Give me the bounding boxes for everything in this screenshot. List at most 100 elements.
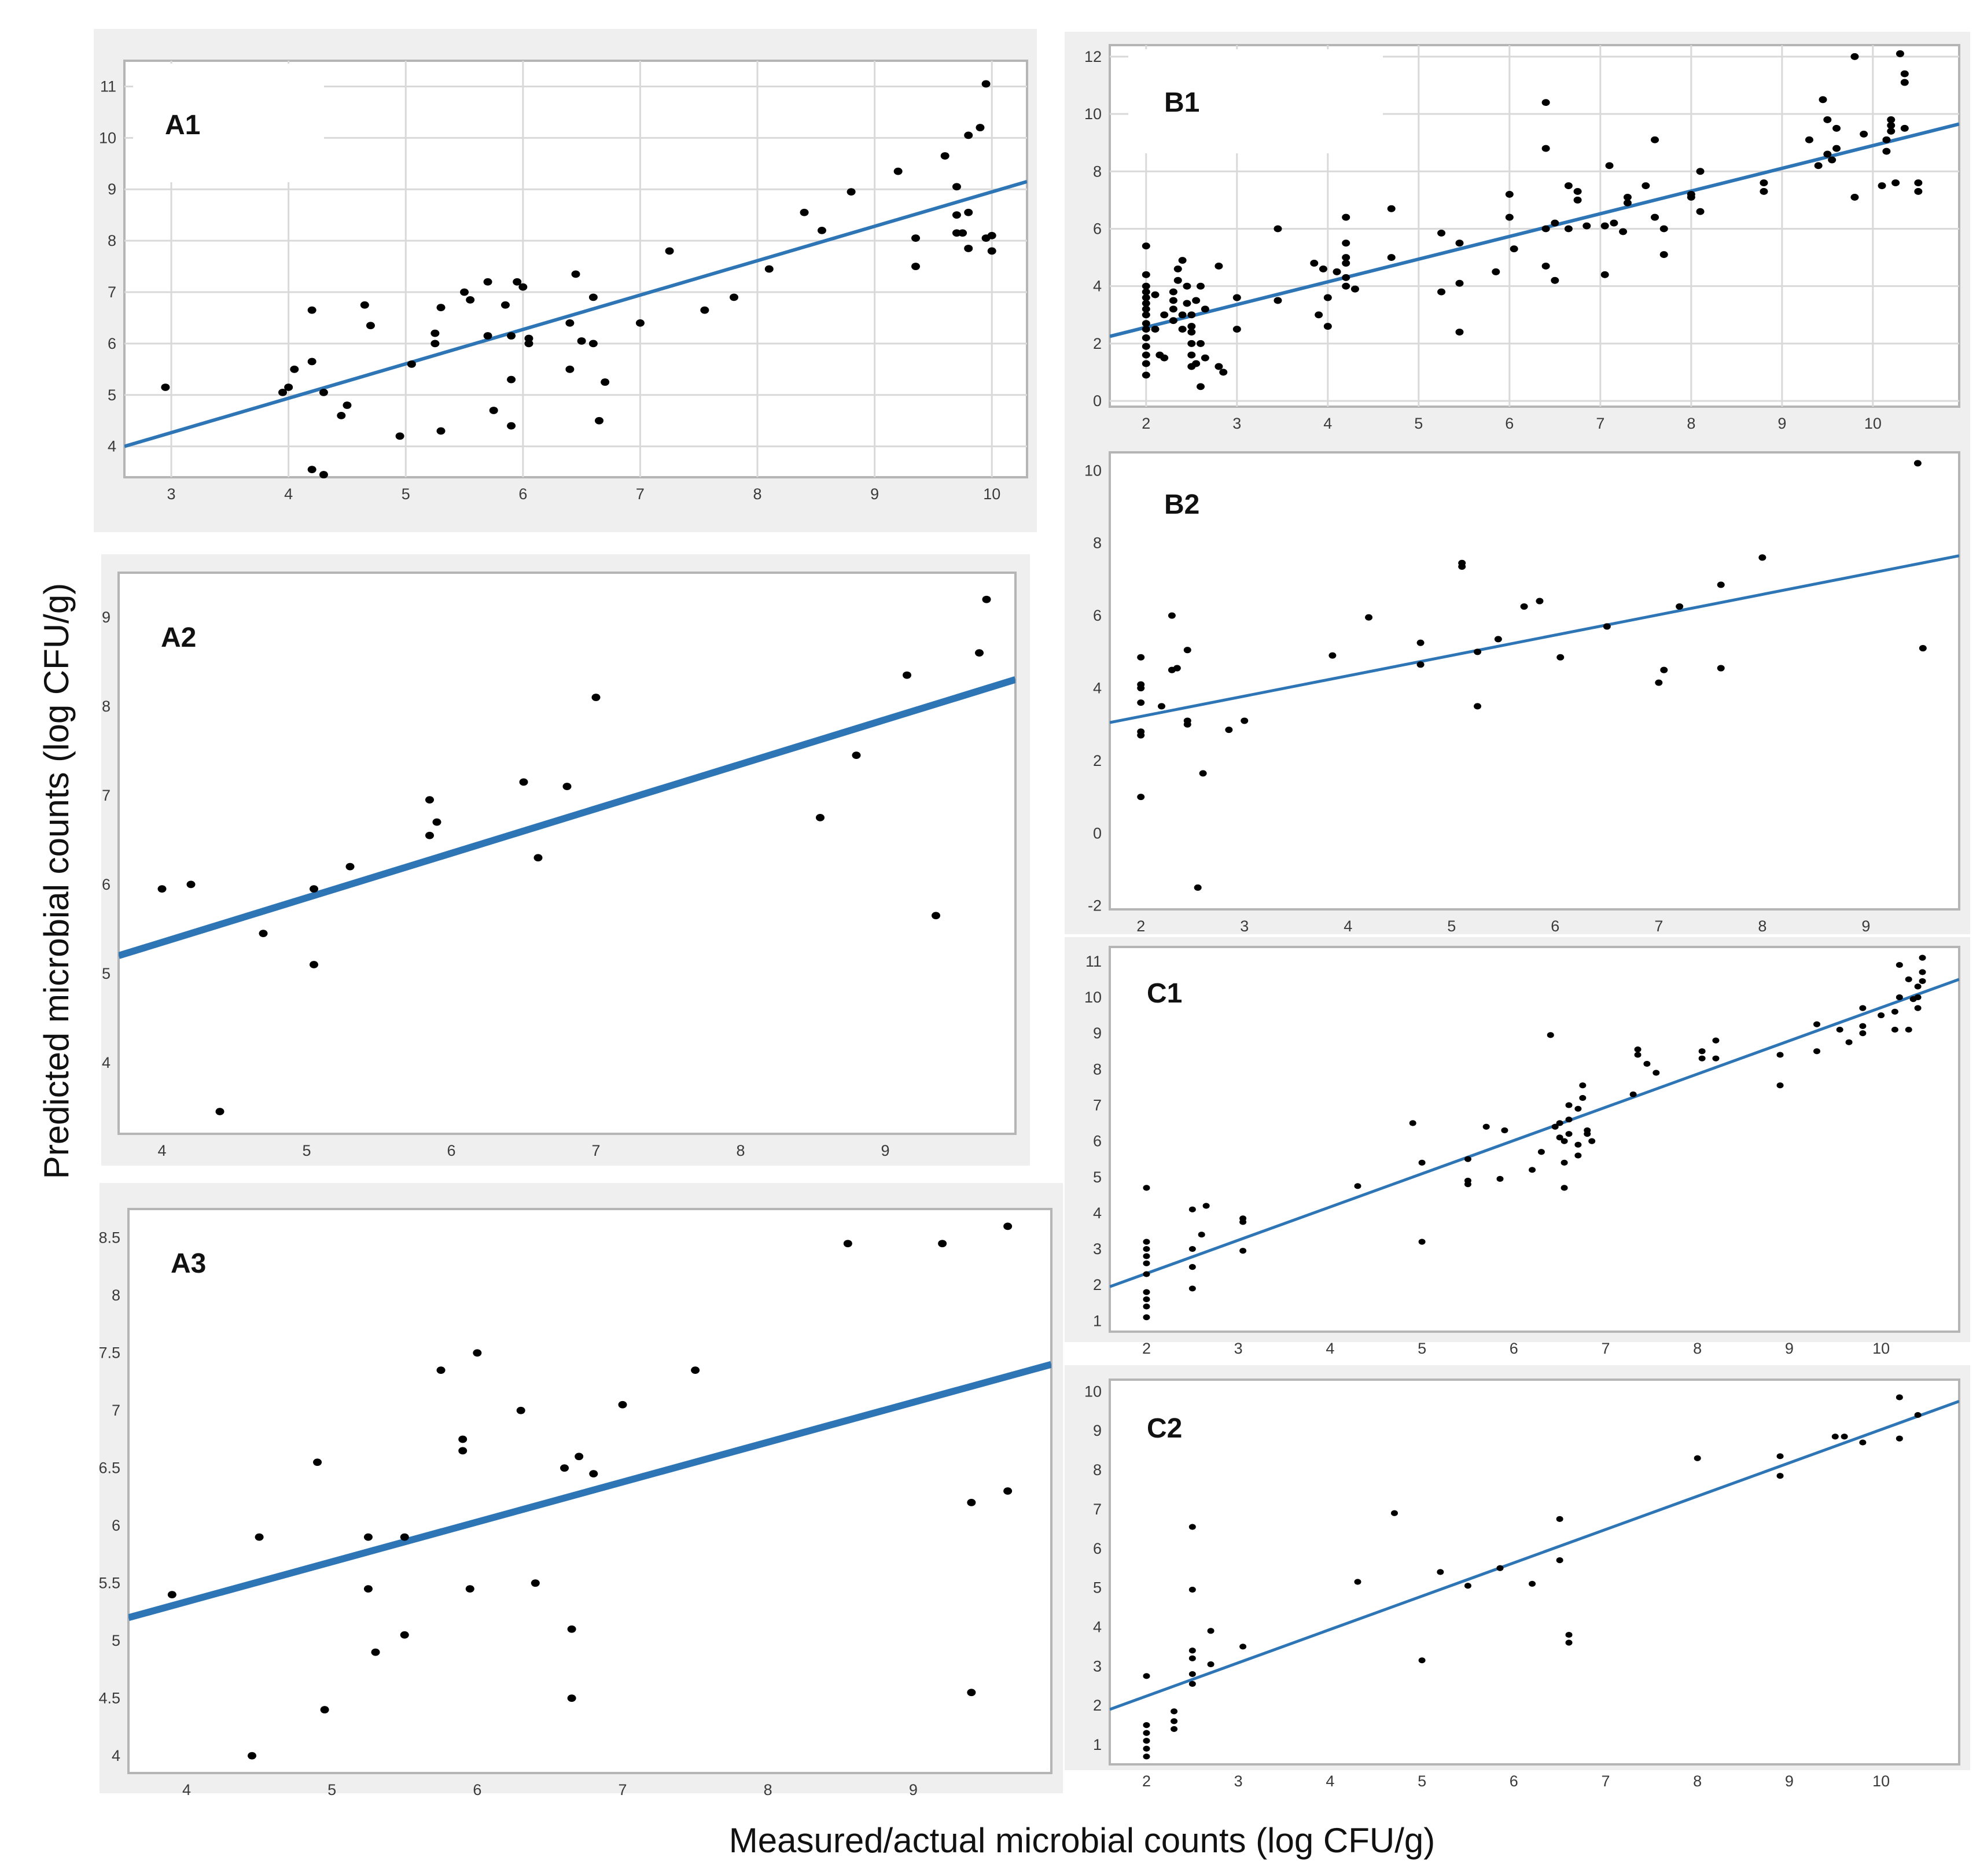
data-point-b2 xyxy=(1458,559,1466,566)
y-tick-label-a3: 6 xyxy=(112,1517,120,1534)
y-tick-label-a1: 8 xyxy=(108,232,116,249)
data-point-c2 xyxy=(1841,1433,1848,1440)
y-tick-label-b2: 10 xyxy=(1084,462,1102,479)
data-point-a3 xyxy=(567,1694,576,1702)
data-point-b1 xyxy=(1860,130,1868,138)
data-point-b1 xyxy=(1201,305,1209,313)
data-point-c2 xyxy=(1143,1730,1150,1736)
data-point-b2 xyxy=(1137,728,1145,735)
x-tick-label-a1: 5 xyxy=(402,485,410,503)
data-point-c1 xyxy=(1905,976,1912,983)
data-point-c2 xyxy=(1171,1718,1178,1724)
data-point-c2 xyxy=(1171,1708,1178,1715)
data-point-b1 xyxy=(1178,311,1187,319)
data-point-b1 xyxy=(1642,182,1650,190)
y-tick-label-a2: 6 xyxy=(102,876,111,893)
y-tick-label-a1: 4 xyxy=(108,438,116,455)
data-point-b1 xyxy=(1832,124,1841,132)
data-point-b2 xyxy=(1183,647,1191,654)
data-point-b1 xyxy=(1274,297,1282,304)
data-point-c2 xyxy=(1188,1586,1196,1593)
data-point-a1 xyxy=(958,229,967,237)
data-point-b1 xyxy=(1142,305,1150,313)
data-point-a1 xyxy=(635,319,645,327)
data-point-c2 xyxy=(1694,1455,1701,1461)
data-point-a3 xyxy=(363,1533,373,1541)
plot-area-c1 xyxy=(1109,946,1960,1333)
data-point-b1 xyxy=(1850,53,1859,60)
panel-label-box-b1 xyxy=(1128,49,1383,153)
data-point-b2 xyxy=(1676,603,1684,610)
data-point-a2 xyxy=(425,831,434,839)
data-point-b1 xyxy=(1142,294,1150,301)
data-point-c1 xyxy=(1561,1185,1568,1191)
data-point-a1 xyxy=(407,360,416,368)
y-axis-title: Predicted microbial counts (log CFU/g) xyxy=(37,583,76,1179)
data-point-b2 xyxy=(1183,717,1191,724)
fit-line-a3 xyxy=(128,1361,1051,1621)
data-point-c2 xyxy=(1556,1557,1563,1564)
data-point-b2 xyxy=(1137,699,1145,706)
data-point-b2 xyxy=(1173,665,1181,672)
data-point-b1 xyxy=(1169,317,1177,325)
x-tick-label-b1: 2 xyxy=(1142,415,1150,432)
data-point-c1 xyxy=(1143,1260,1150,1267)
panel-label-a2: A2 xyxy=(161,622,196,653)
data-point-b1 xyxy=(1142,334,1150,341)
data-point-b2 xyxy=(1717,665,1725,672)
data-point-c2 xyxy=(1143,1673,1150,1679)
x-tick-label-c2: 10 xyxy=(1872,1772,1890,1790)
data-point-c1 xyxy=(1891,1026,1898,1033)
y-tick-label-c1: 11 xyxy=(1085,953,1102,970)
y-tick-label-b1: 0 xyxy=(1093,392,1102,410)
x-tick-label-b1: 9 xyxy=(1777,415,1786,432)
x-tick-label-c1: 4 xyxy=(1326,1340,1334,1357)
data-point-a3 xyxy=(255,1533,264,1541)
data-point-a2 xyxy=(259,930,268,937)
data-point-b1 xyxy=(1342,274,1350,281)
data-point-c1 xyxy=(1501,1127,1508,1134)
data-point-b1 xyxy=(1659,251,1668,259)
data-point-b2 xyxy=(1365,614,1373,621)
data-point-c1 xyxy=(1896,994,1903,1001)
data-point-c1 xyxy=(1776,1082,1784,1089)
data-point-a3 xyxy=(618,1400,627,1409)
data-point-b1 xyxy=(1505,190,1514,198)
data-point-b1 xyxy=(1600,271,1609,278)
data-point-a1 xyxy=(436,427,446,435)
data-point-c1 xyxy=(1919,978,1926,985)
x-tick-label-c2: 2 xyxy=(1142,1772,1151,1790)
data-point-b1 xyxy=(1342,282,1350,290)
x-tick-label-c2: 4 xyxy=(1326,1772,1334,1790)
data-point-c1 xyxy=(1409,1120,1416,1126)
data-point-c1 xyxy=(1556,1120,1563,1126)
data-point-b2 xyxy=(1158,703,1166,710)
data-point-b1 xyxy=(1197,282,1205,290)
data-point-b1 xyxy=(1342,213,1350,221)
data-point-b1 xyxy=(1605,162,1614,169)
data-point-a3 xyxy=(967,1689,976,1697)
x-tick-label-b2: 5 xyxy=(1447,917,1456,935)
data-point-c1 xyxy=(1634,1046,1642,1053)
data-point-b1 xyxy=(1623,193,1632,201)
y-tick-label-a1: 6 xyxy=(108,335,116,352)
data-point-b1 xyxy=(1319,265,1327,272)
data-point-c1 xyxy=(1188,1206,1196,1212)
data-point-a1 xyxy=(588,340,598,348)
data-point-b1 xyxy=(1651,213,1659,221)
y-tick-label-a2: 8 xyxy=(102,698,111,715)
chart-c1: 2 3 4 5 6 7 8 9 10 1 2 3 4 5 6 7 8 9 10 11 C1 xyxy=(1084,946,1960,1357)
x-tick-label-a2: 9 xyxy=(881,1142,889,1159)
y-tick-label-a1: 10 xyxy=(99,129,116,146)
data-point-b2 xyxy=(1168,612,1176,619)
data-point-b1 xyxy=(1623,199,1632,207)
data-point-a1 xyxy=(366,322,375,330)
plot-area-c2 xyxy=(1109,1379,1960,1766)
data-point-b1 xyxy=(1882,136,1891,143)
data-point-b2 xyxy=(1241,717,1249,724)
data-point-b1 xyxy=(1323,323,1332,330)
data-point-b1 xyxy=(1492,268,1500,275)
data-point-a1 xyxy=(911,263,921,270)
data-point-c1 xyxy=(1914,1005,1922,1011)
